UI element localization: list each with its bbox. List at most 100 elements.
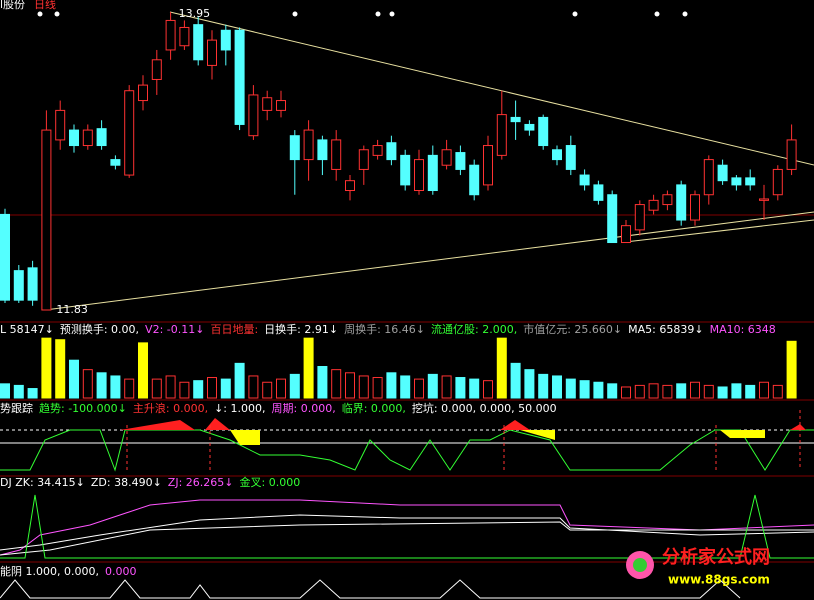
star: [654, 11, 660, 17]
star: [37, 11, 43, 17]
candle-body: [193, 24, 204, 61]
volume-bar: [96, 372, 107, 399]
candle-body: [786, 139, 797, 170]
candle-body: [455, 152, 466, 170]
volume-bar: [248, 375, 259, 399]
candle-body: [82, 129, 93, 147]
candle-body: [772, 168, 783, 196]
trend-line: [624, 219, 814, 243]
indicator-label: 临界: 0.000,: [342, 401, 406, 415]
volume-bar: [786, 340, 797, 399]
volume-bar: [193, 380, 204, 399]
candle-body: [124, 90, 135, 176]
indicator-label: 周换手: 16.46↓: [344, 322, 425, 336]
candle-body: [220, 29, 231, 51]
volume-bar: [138, 342, 148, 399]
zj-line: [0, 499, 814, 556]
candle-body: [469, 164, 480, 196]
stars: [37, 11, 688, 17]
high-label: 13.95: [179, 7, 211, 20]
candle-body: [317, 139, 328, 161]
volume-bar: [151, 378, 162, 399]
candle-body: [552, 149, 562, 161]
candle-body: [358, 149, 369, 170]
volume-bar: [427, 373, 438, 399]
candle-body: [441, 149, 452, 166]
indicator-label: V2: -0.11↓: [145, 323, 204, 336]
indicator-label: L 58147↓: [0, 323, 54, 336]
volume-bar: [772, 384, 783, 399]
candle-body: [427, 154, 438, 192]
volume-bar: [69, 359, 79, 399]
indicator-label: 势跟踪: [0, 401, 33, 415]
indicator-label: 0.000: [105, 565, 137, 578]
volume-bar: [179, 381, 190, 399]
indicator-label: MA5: 65839↓: [628, 323, 703, 336]
trend-line: [169, 11, 814, 166]
candle-body: [676, 184, 687, 221]
indicator-label: 百日地量:: [210, 323, 258, 336]
volume-bar: [372, 377, 383, 399]
candle-body: [717, 164, 728, 182]
volume-bar: [483, 380, 493, 399]
volume-bar: [55, 339, 66, 399]
candle-body: [262, 97, 273, 111]
volume-bar: [262, 381, 273, 399]
period: 日线: [34, 0, 56, 11]
candle-body: [662, 194, 673, 206]
indicator-label: 市值亿元: 25.660↓: [523, 322, 622, 336]
candle-body: [345, 180, 355, 192]
candle-body: [13, 270, 24, 301]
candle-body: [165, 19, 176, 51]
candle-body: [151, 59, 162, 80]
volume-bar: [317, 366, 328, 399]
candle-body: [703, 159, 714, 196]
volume-bar: [82, 369, 93, 399]
candle-body: [745, 177, 756, 186]
volume-bar: [662, 384, 673, 399]
volume-bar: [717, 386, 728, 399]
volume-bar: [207, 377, 217, 399]
volume-bar: [441, 375, 452, 399]
candle-body: [41, 129, 52, 311]
candle-body: [579, 174, 590, 186]
volume-bar: [579, 380, 590, 399]
candle-body: [386, 142, 397, 161]
candle-body: [110, 159, 121, 166]
candle-body: [414, 159, 424, 192]
candle-body: [55, 109, 66, 141]
candle-body: [0, 213, 10, 301]
zk-line: [0, 514, 814, 551]
candle-body: [179, 26, 190, 47]
trend-line: [44, 211, 814, 311]
candle-body: [303, 129, 314, 161]
volume-bar: [731, 383, 742, 399]
volume-bar: [234, 362, 245, 399]
candle-body: [248, 94, 259, 137]
trend-lines: [44, 11, 814, 311]
indicator-label: 挖坑: 0.000, 0.000, 50.000: [412, 401, 557, 415]
volume-bar: [165, 375, 176, 399]
candle-body: [731, 177, 742, 186]
candle-body: [331, 139, 342, 170]
rise-marks: [120, 418, 806, 430]
volume-bar: [593, 381, 604, 399]
volume-bar: [220, 378, 231, 399]
volume-bar: [110, 375, 121, 399]
volume-bar: [303, 337, 314, 399]
volume-bar: [276, 378, 286, 399]
candle-body: [234, 29, 245, 125]
candle-body: [690, 194, 700, 221]
volume-bar: [27, 388, 38, 399]
candle-body: [96, 128, 107, 147]
candle-body: [538, 116, 549, 147]
indicator-label: 流通亿股: 2.000,: [431, 322, 517, 336]
volume-bar: [745, 384, 756, 399]
volume-bar: [607, 383, 618, 399]
volume-bar: [414, 378, 424, 399]
volume-bar: [41, 337, 52, 399]
low-label: 11.83: [56, 303, 88, 316]
candle-body: [289, 135, 300, 161]
indicator-label: 周期: 0.000,: [272, 402, 336, 415]
